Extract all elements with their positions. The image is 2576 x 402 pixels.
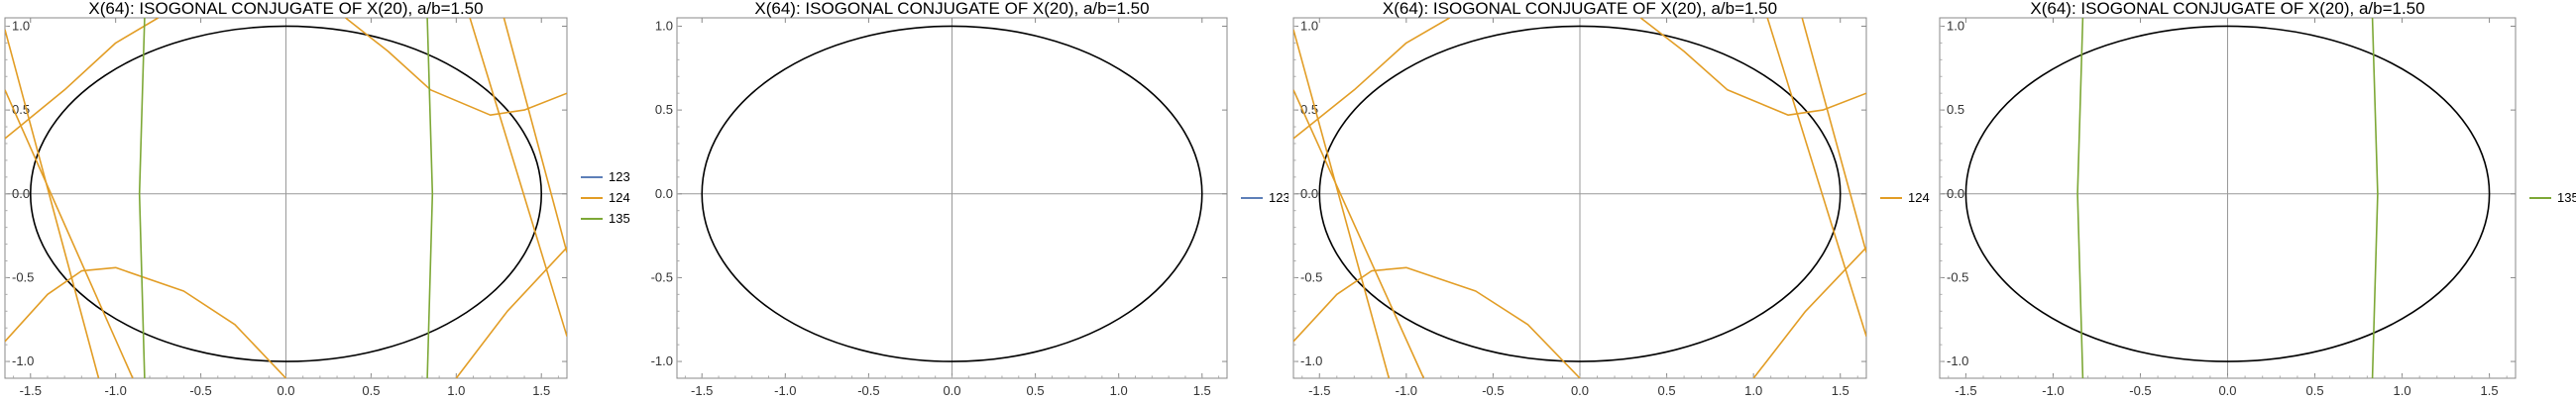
series-124-curve (1293, 89, 1425, 378)
series-124-curve (345, 18, 567, 116)
x-tick-label: -0.5 (857, 383, 879, 398)
x-tick-label: -1.0 (1396, 383, 1417, 398)
series-124-curve (5, 29, 100, 378)
x-tick-label: -0.5 (1482, 383, 1504, 398)
chart-1-svg: X(64): ISOGONAL CONJUGATE OF X(20), a/b=… (4, 0, 630, 398)
y-tick-label: 1.0 (1300, 18, 1318, 33)
y-tick-label: 0.0 (655, 186, 673, 201)
x-tick-label: 1.0 (1110, 383, 1128, 398)
chart-2-svg: X(64): ISOGONAL CONJUGATE OF X(20), a/b=… (651, 0, 1288, 398)
series-124-curve (5, 266, 287, 378)
ellipse-curve (29, 25, 543, 362)
series-124-curve (1293, 18, 1451, 140)
y-tick-label: 1.0 (1947, 18, 1964, 33)
y-tick-label: 0.0 (1947, 186, 1964, 201)
x-tick-label: 0.0 (2218, 383, 2236, 398)
chart-panel-3: X(64): ISOGONAL CONJUGATE OF X(20), a/b=… (1288, 0, 1933, 402)
x-tick-label: -1.0 (104, 383, 126, 398)
chart-panel-1: X(64): ISOGONAL CONJUGATE OF X(20), a/b=… (0, 0, 644, 402)
series-124-curve (1766, 18, 1866, 337)
chart-3-svg: X(64): ISOGONAL CONJUGATE OF X(20), a/b=… (1292, 0, 1930, 398)
chart-title: X(64): ISOGONAL CONJUGATE OF X(20), a/b=… (754, 0, 1149, 18)
chart-panel-4: X(64): ISOGONAL CONJUGATE OF X(20), a/b=… (1933, 0, 2576, 402)
y-tick-label: -1.0 (12, 353, 34, 368)
y-tick-label: 0.5 (1947, 102, 1964, 117)
x-tick-label: -1.5 (1308, 383, 1330, 398)
x-tick-label: 1.5 (2481, 383, 2499, 398)
series-124-curve (5, 89, 134, 378)
legend-label-123: 123 (609, 169, 630, 184)
series-124-curve (455, 247, 567, 378)
x-tick-label: 1.0 (1744, 383, 1762, 398)
y-tick-label: 0.0 (1300, 186, 1318, 201)
legend-label-124: 124 (609, 190, 630, 205)
x-tick-label: -1.5 (20, 383, 42, 398)
x-tick-label: 1.0 (447, 383, 465, 398)
y-tick-label: 0.5 (655, 102, 673, 117)
x-tick-label: 0.5 (362, 383, 380, 398)
series-124-curve (503, 18, 567, 253)
series-124-curve (1639, 18, 1866, 116)
x-tick-label: 0.0 (277, 383, 294, 398)
ellipse-curve (1964, 25, 2491, 362)
y-tick-label: -1.0 (1300, 353, 1322, 368)
legend-label-135: 135 (2557, 190, 2576, 205)
series-135-curve (138, 18, 146, 378)
y-tick-label: -1.0 (651, 353, 673, 368)
y-tick-label: -1.0 (1947, 353, 1968, 368)
series-135-curve (2371, 18, 2379, 378)
series-124-curve (1801, 18, 1866, 253)
x-tick-label: 1.5 (532, 383, 550, 398)
chart-title: X(64): ISOGONAL CONJUGATE OF X(20), a/b=… (2030, 0, 2424, 18)
y-tick-label: -0.5 (1947, 269, 1968, 284)
chart-panel-2: X(64): ISOGONAL CONJUGATE OF X(20), a/b=… (644, 0, 1288, 402)
x-tick-label: 0.5 (1027, 383, 1045, 398)
series-124-curve (1752, 247, 1866, 378)
x-tick-label: 1.0 (2394, 383, 2411, 398)
y-tick-label: -0.5 (651, 269, 673, 284)
chart-title: X(64): ISOGONAL CONJUGATE OF X(20), a/b=… (1383, 0, 1777, 18)
series-124-curve (1293, 266, 1581, 378)
legend-label-123: 123 (1269, 190, 1288, 205)
x-tick-label: 0.0 (1571, 383, 1589, 398)
legend-label-135: 135 (609, 211, 630, 226)
series-135-curve (2076, 18, 2084, 378)
x-tick-label: -1.5 (1955, 383, 1976, 398)
x-tick-label: -0.5 (2129, 383, 2151, 398)
x-tick-label: -1.0 (2042, 383, 2064, 398)
x-tick-label: 0.5 (2305, 383, 2323, 398)
y-tick-label: 1.0 (12, 18, 30, 33)
series-124-curve (469, 18, 567, 337)
chart-4-svg: X(64): ISOGONAL CONJUGATE OF X(20), a/b=… (1939, 0, 2576, 398)
series-135-curve (426, 18, 434, 378)
y-tick-label: 1.0 (655, 18, 673, 33)
x-tick-label: 1.5 (1193, 383, 1211, 398)
legend-label-124: 124 (1908, 190, 1930, 205)
y-tick-label: -0.5 (1300, 269, 1322, 284)
x-tick-label: -1.0 (774, 383, 796, 398)
y-tick-label: 0.0 (12, 186, 30, 201)
x-tick-label: 1.5 (1832, 383, 1849, 398)
chart-title: X(64): ISOGONAL CONJUGATE OF X(20), a/b=… (88, 0, 483, 18)
x-tick-label: 0.0 (943, 383, 960, 398)
series-124-curve (1293, 29, 1391, 378)
x-tick-label: -1.5 (691, 383, 713, 398)
ellipse-curve (701, 25, 1203, 362)
x-tick-label: -0.5 (189, 383, 211, 398)
y-tick-label: -0.5 (12, 269, 34, 284)
series-124-curve (5, 18, 160, 140)
ellipse-curve (1318, 25, 1842, 362)
x-tick-label: 0.5 (1658, 383, 1676, 398)
